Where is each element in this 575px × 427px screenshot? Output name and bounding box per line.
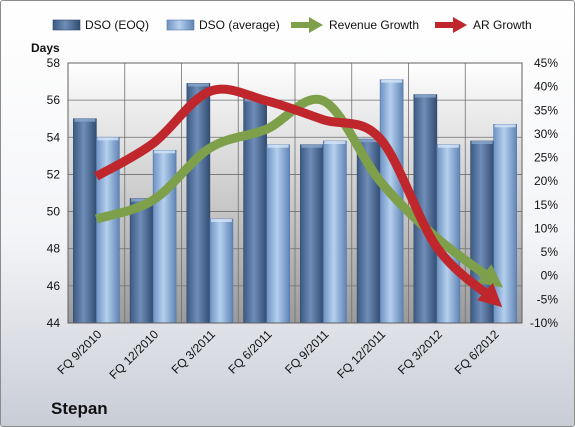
y-tick-label: 48 — [47, 242, 61, 256]
x-tick-label: FQ 3/2011 — [169, 327, 219, 377]
x-tick-label: FQ 12/2011 — [334, 327, 388, 381]
bar-dso-average-cap — [267, 144, 289, 148]
bar-dso-eoq-cap — [131, 198, 153, 202]
plot-border — [67, 62, 523, 324]
y-tick-label: 58 — [47, 56, 61, 70]
y2-tick-label: 30% — [534, 127, 558, 141]
y-axis-label: Days — [31, 41, 60, 55]
bar-dso-eoq — [73, 118, 97, 324]
bar-dso-average — [266, 144, 290, 324]
bar-dso-average-cap — [381, 79, 403, 83]
bar-dso-average-cap — [210, 219, 232, 222]
bar-dso-eoq — [129, 198, 154, 324]
x-tick-label: FQ 12/2010 — [107, 327, 162, 382]
legend-label: DSO (average) — [199, 18, 280, 32]
y2-tick-label: 5% — [541, 245, 559, 259]
y2-tick-label: 10% — [534, 221, 558, 235]
x-tick-label: FQ 9/2011 — [282, 327, 332, 377]
y-tick-label: 54 — [47, 130, 61, 144]
ar-growth-line — [94, 84, 503, 308]
legend-swatch — [166, 19, 195, 31]
y2-tick-label: -5% — [537, 292, 559, 306]
bar-dso-eoq-cap — [301, 144, 323, 148]
bar-dso-eoq — [186, 83, 211, 324]
bar-dso-average-cap — [437, 144, 459, 148]
company-name: Stepan — [51, 399, 108, 418]
bar-dso-average-cap — [494, 124, 516, 128]
y2-tick-label: 45% — [534, 56, 558, 70]
bar-dso-average — [436, 144, 461, 324]
bar-dso-eoq — [300, 144, 324, 324]
legend-label: AR Growth — [473, 18, 532, 32]
legend: DSO (EOQ) DSO (average) Revenue Growth AR G… — [52, 17, 532, 33]
y2-tick-label: -10% — [530, 316, 558, 330]
bar-dso-average — [323, 140, 347, 324]
x-tick-label: FQ 6/2011 — [225, 327, 275, 377]
y2-tick-label: 40% — [534, 80, 558, 94]
y-tick-label: 46 — [47, 279, 61, 293]
y2-tick-label: 20% — [534, 174, 558, 188]
y-tick-label: 52 — [47, 167, 61, 181]
legend-dso-eoq: DSO (EOQ) — [52, 18, 149, 32]
y-tick-label: 56 — [47, 93, 61, 107]
legend-arrow-head — [453, 17, 467, 33]
bar-dso-average-cap — [154, 150, 176, 154]
y-tick-label: 44 — [47, 316, 61, 330]
bar-dso-eoq-cap — [471, 141, 493, 144]
y2-tick-label: 0% — [541, 269, 559, 283]
legend-arrow-head — [309, 17, 323, 33]
y2-tick-label: 25% — [534, 151, 558, 165]
legend-revenue-growth: Revenue Growth — [291, 17, 419, 33]
legend-ar-growth: AR Growth — [435, 17, 532, 33]
bar-dso-eoq-cap — [74, 118, 96, 122]
y2-tick-label: 15% — [534, 198, 558, 212]
legend-label: Revenue Growth — [329, 18, 419, 32]
bar-dso-average — [209, 218, 234, 324]
bar-dso-average — [493, 123, 517, 324]
bar-dso-eoq-cap — [187, 83, 209, 87]
x-tick-label: FQ 9/2010 — [55, 327, 105, 377]
bar-dso-eoq-cap — [414, 94, 436, 98]
bar-dso-eoq-cap — [358, 139, 380, 143]
legend-swatch — [52, 19, 81, 31]
x-tick-label: FQ 3/2012 — [395, 327, 445, 377]
bar-dso-average — [152, 149, 177, 324]
y-tick-label: 50 — [47, 205, 61, 219]
bar-dso-average-cap — [324, 141, 346, 144]
legend-label: DSO (EOQ) — [85, 18, 149, 32]
legend-dso-average: DSO (average) — [166, 18, 280, 32]
x-tick-label: FQ 6/2012 — [452, 327, 502, 377]
y2-tick-label: 35% — [534, 103, 558, 117]
bar-dso-average-cap — [97, 137, 119, 141]
